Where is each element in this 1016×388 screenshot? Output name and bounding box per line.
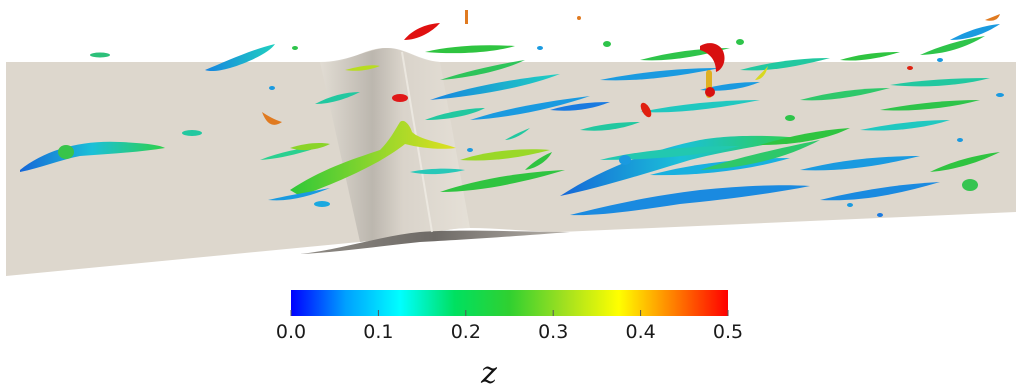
colorbar-tick-labels: 0.0 0.1 0.2 0.3 0.4 0.5 (276, 321, 743, 343)
colorbar-gradient (291, 290, 728, 316)
colorbar-tick-label: 0.3 (538, 321, 568, 343)
flow-visualization (6, 10, 1016, 276)
colorbar-tick-label: 0.1 (363, 321, 393, 343)
colorbar-tick-label: 0.4 (625, 321, 655, 343)
colorbar-tick-label: 0.5 (713, 321, 743, 343)
colorbar-tick-label: 0.0 (276, 321, 306, 343)
colorbar-tick-label: 0.2 (451, 321, 481, 343)
colorbar: 0.0 0.1 0.2 0.3 0.4 0.5 z (276, 290, 743, 388)
colorbar-title: z (480, 356, 497, 388)
vortex-structures (20, 10, 1004, 217)
colorbar-ticks (290, 310, 729, 316)
